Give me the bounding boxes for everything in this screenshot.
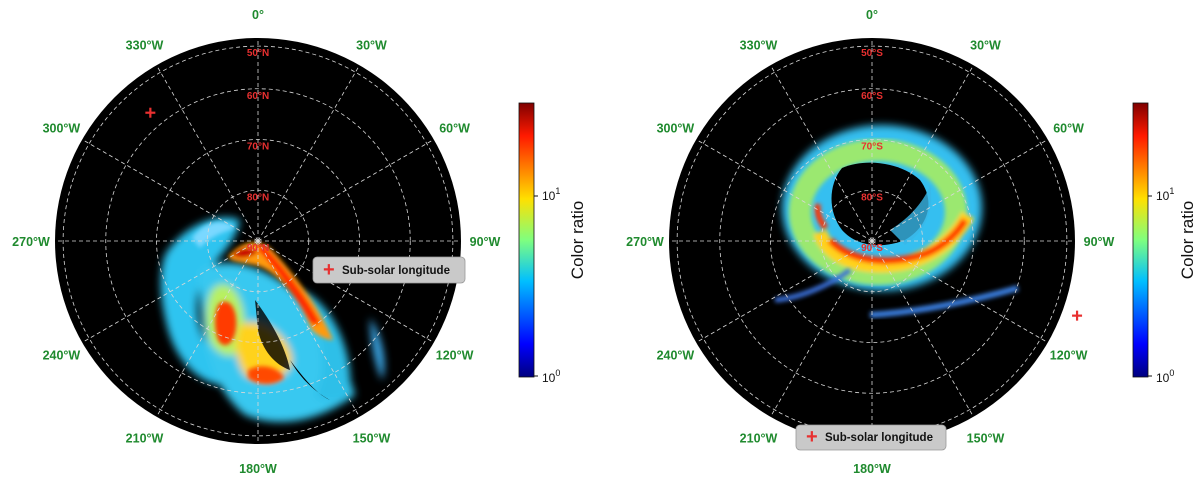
north-subsolar-marker [145, 107, 156, 118]
north-longitude-labels: 0° 30°W 60°W 90°W 120°W 150°W 180°W 210°W 240°W 2… [12, 8, 500, 476]
latitude-ring [105, 88, 411, 394]
longitude-label: 0° [866, 8, 878, 22]
latitude-ring [719, 88, 1025, 394]
longitude-label: 240°W [43, 349, 81, 363]
latitude-label: 50°S [861, 48, 883, 59]
longitude-label: 120°W [436, 349, 474, 363]
north-polar-panel: 0° 30°W 60°W 90°W 120°W 150°W 180°W 210°W 240°W 2… [12, 8, 587, 476]
longitude-spoke [871, 64, 974, 242]
south-legend-label: Sub-solar longitude [825, 432, 933, 444]
longitude-label: 90°W [470, 235, 501, 249]
longitude-spoke [81, 240, 259, 343]
longitude-spoke [695, 139, 873, 242]
longitude-label: 30°W [970, 38, 1001, 52]
longitude-label: 270°W [626, 235, 664, 249]
north-colorbar-tick-10-1: 101 [542, 186, 560, 203]
north-latitude-labels: 50°N 60°N 70°N 80°N 90°N [247, 48, 269, 254]
south-colorbar: 101 100 Color ratio [1132, 102, 1197, 385]
latitude-label: 90°S [861, 243, 883, 254]
south-polar-panel: 0° 30°W 60°W 90°W 120°W 150°W 180°W 210°W 240°W 2… [626, 8, 1197, 476]
longitude-label: 180°W [239, 462, 277, 476]
south-colorbar-tick-10-0: 100 [1156, 368, 1174, 385]
north-grid [55, 38, 461, 444]
latitude-ring [62, 45, 454, 437]
longitude-spoke [257, 240, 435, 343]
south-subsolar-marker [1072, 310, 1083, 321]
latitude-label: 70°N [247, 142, 269, 153]
north-colorbar: 101 100 Color ratio [518, 102, 587, 385]
north-emission [160, 217, 385, 423]
longitude-spoke [257, 64, 360, 242]
longitude-label: 300°W [657, 122, 695, 136]
north-legend: + Sub-solar longitude [312, 256, 466, 284]
longitude-label: 270°W [12, 235, 50, 249]
latitude-label: 90°N [247, 243, 269, 254]
longitude-spoke [81, 139, 259, 242]
latitude-label: 80°S [861, 192, 883, 203]
longitude-spoke [871, 240, 1049, 343]
south-legend: + Sub-solar longitude [795, 424, 947, 451]
longitude-label: 330°W [126, 38, 164, 52]
longitude-spoke [257, 139, 435, 242]
longitude-label: 150°W [353, 432, 391, 446]
longitude-label: 240°W [657, 349, 695, 363]
longitude-label: 300°W [43, 122, 81, 136]
longitude-label: 150°W [967, 432, 1005, 446]
south-legend-marker: + [806, 426, 818, 448]
longitude-label: 60°W [439, 122, 470, 136]
latitude-label: 70°S [861, 142, 883, 153]
longitude-label: 0° [252, 8, 264, 22]
north-legend-label: Sub-solar longitude [342, 265, 450, 277]
longitude-label: 210°W [740, 432, 778, 446]
south-latitude-labels: 50°S 60°S 70°S 80°S 90°S [861, 48, 883, 254]
longitude-spoke [156, 64, 259, 242]
longitude-label: 210°W [126, 432, 164, 446]
longitude-label: 30°W [356, 38, 387, 52]
longitude-label: 120°W [1050, 349, 1088, 363]
longitude-spoke [695, 240, 873, 343]
north-colorbar-title: Color ratio [568, 201, 587, 279]
latitude-ring [676, 45, 1068, 437]
longitude-spoke [871, 240, 974, 418]
latitude-label: 60°N [247, 91, 269, 102]
longitude-label: 330°W [740, 38, 778, 52]
south-grid [669, 38, 1075, 444]
longitude-spoke [871, 139, 1049, 242]
longitude-label: 90°W [1084, 235, 1115, 249]
longitude-label: 180°W [853, 462, 891, 476]
south-longitude-labels: 0° 30°W 60°W 90°W 120°W 150°W 180°W 210°W 240°W 2… [626, 8, 1114, 476]
longitude-spoke [770, 240, 873, 418]
north-legend-marker: + [323, 259, 335, 281]
latitude-label: 60°S [861, 91, 883, 102]
south-colorbar-tick-10-1: 101 [1156, 186, 1174, 203]
south-emission [774, 125, 1019, 318]
south-colorbar-title: Color ratio [1178, 201, 1197, 279]
longitude-spoke [257, 240, 360, 418]
north-colorbar-tick-10-0: 100 [542, 368, 560, 385]
longitude-spoke [770, 64, 873, 242]
latitude-label: 50°N [247, 48, 269, 59]
longitude-spoke [156, 240, 259, 418]
longitude-label: 60°W [1053, 122, 1084, 136]
latitude-label: 80°N [247, 192, 269, 203]
